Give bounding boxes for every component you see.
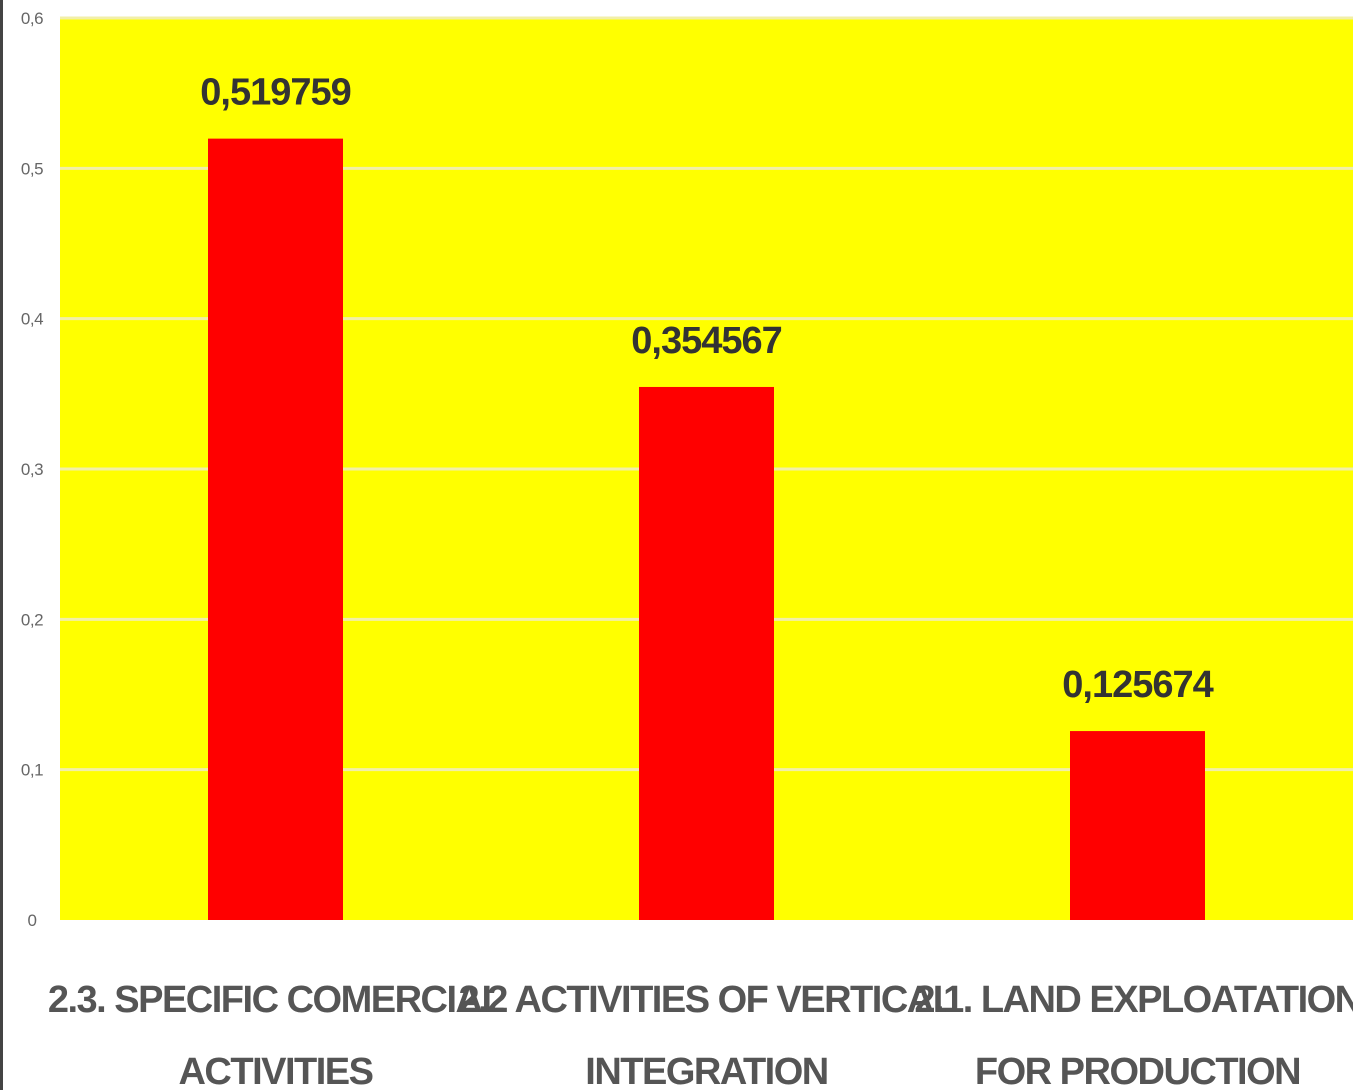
y-tick-label: 0,2 (21, 610, 43, 629)
y-axis-ticks: 0 0,1 0,2 0,3 0,4 0,5 0,6 (21, 9, 44, 930)
x-category-label: FOR PRODUCTION (975, 1051, 1300, 1090)
bar (639, 386, 774, 920)
y-tick-label: 0,5 (21, 159, 43, 178)
x-category-label: INTEGRATION (585, 1051, 827, 1090)
y-tick-label: 0,6 (21, 9, 43, 28)
bars (208, 138, 1205, 920)
data-labels: 0,519759 0,354567 0,125674 (200, 72, 1214, 706)
x-category-label: 2.3. SPECIFIC COMERCIAL (48, 979, 505, 1021)
data-label: 0,354567 (631, 320, 782, 362)
y-tick-label: 0,1 (21, 761, 43, 780)
data-label: 0,125674 (1062, 664, 1213, 706)
y-tick-label: 0 (28, 911, 37, 930)
y-tick-label: 0,3 (21, 460, 43, 479)
x-category-label: 2.1. LAND EXPLOATATION (914, 979, 1353, 1021)
left-border (0, 0, 3, 1090)
category-labels: 2.3. SPECIFIC COMERCIAL ACTIVITIES 2.2 ACT… (48, 979, 1353, 1090)
x-category-label: ACTIVITIES (178, 1051, 372, 1090)
x-category-label: 2.2 ACTIVITIES OF VERTICAL (459, 979, 956, 1021)
bar (208, 138, 343, 920)
bar (1070, 731, 1205, 920)
y-tick-label: 0,4 (21, 310, 43, 329)
data-label: 0,519759 (200, 72, 351, 114)
